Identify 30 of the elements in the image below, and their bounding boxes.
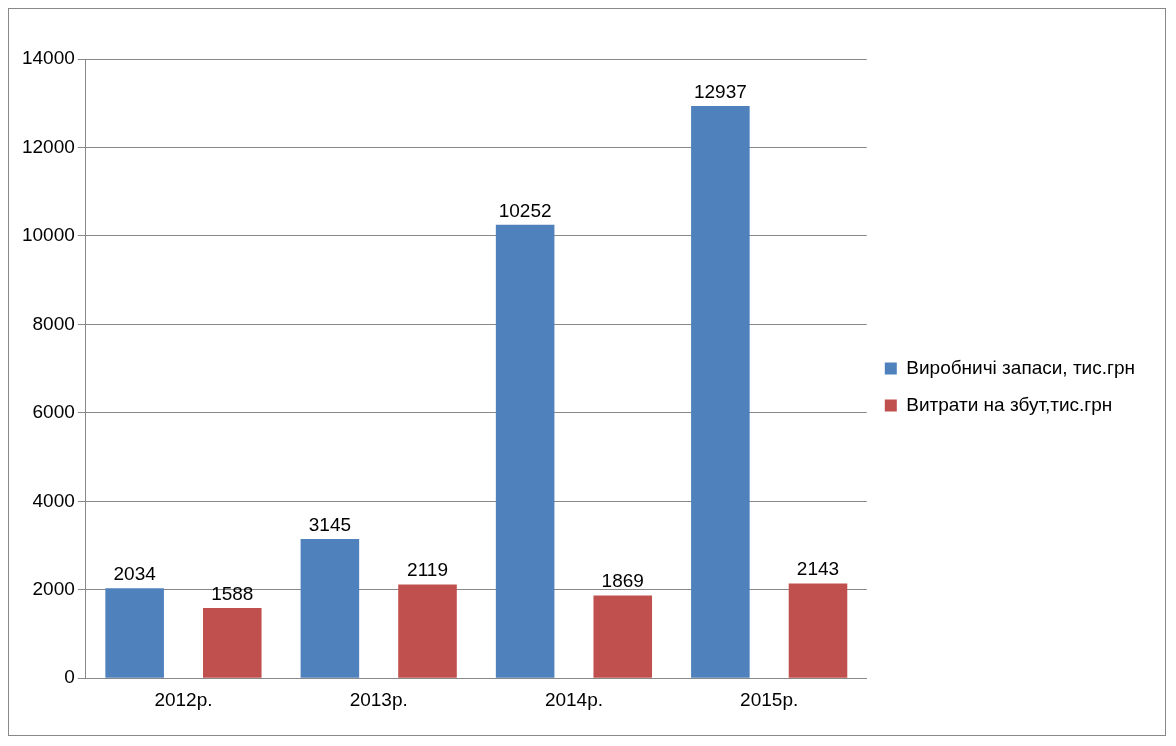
data-label: 2034 [113, 562, 157, 584]
data-label: 10252 [498, 199, 552, 221]
y-tick-label: 4000 [32, 489, 75, 511]
bar [788, 583, 848, 678]
x-tick-label: 2013р. [349, 688, 408, 710]
data-label: 12937 [693, 80, 747, 102]
y-tick-label: 10000 [21, 224, 75, 246]
y-tick-label: 8000 [32, 312, 75, 334]
x-tick-label: 2012р. [154, 688, 213, 710]
x-tick-label: 2014р. [544, 688, 603, 710]
bar [495, 224, 555, 678]
bar [398, 584, 457, 678]
bar [300, 539, 360, 678]
y-tick-label: 0 [64, 666, 75, 688]
y-tick-label: 12000 [21, 135, 75, 157]
bar [202, 607, 262, 678]
data-label: 3145 [308, 513, 352, 535]
y-tick-label: 14000 [21, 47, 75, 69]
legend-label: Витрати на збут,тис.грн [906, 393, 1113, 415]
bar [593, 595, 653, 678]
bar [691, 106, 750, 678]
x-tick-label: 2015р. [740, 688, 799, 710]
data-label: 2119 [407, 559, 448, 581]
data-label: 1588 [211, 582, 254, 604]
y-tick-label: 6000 [32, 401, 75, 423]
legend-label: Виробничі запаси, тис.грн [906, 356, 1136, 378]
y-tick-label: 2000 [32, 577, 75, 599]
data-label: 1869 [601, 570, 644, 592]
bar [105, 588, 164, 678]
data-label: 2143 [796, 558, 840, 580]
